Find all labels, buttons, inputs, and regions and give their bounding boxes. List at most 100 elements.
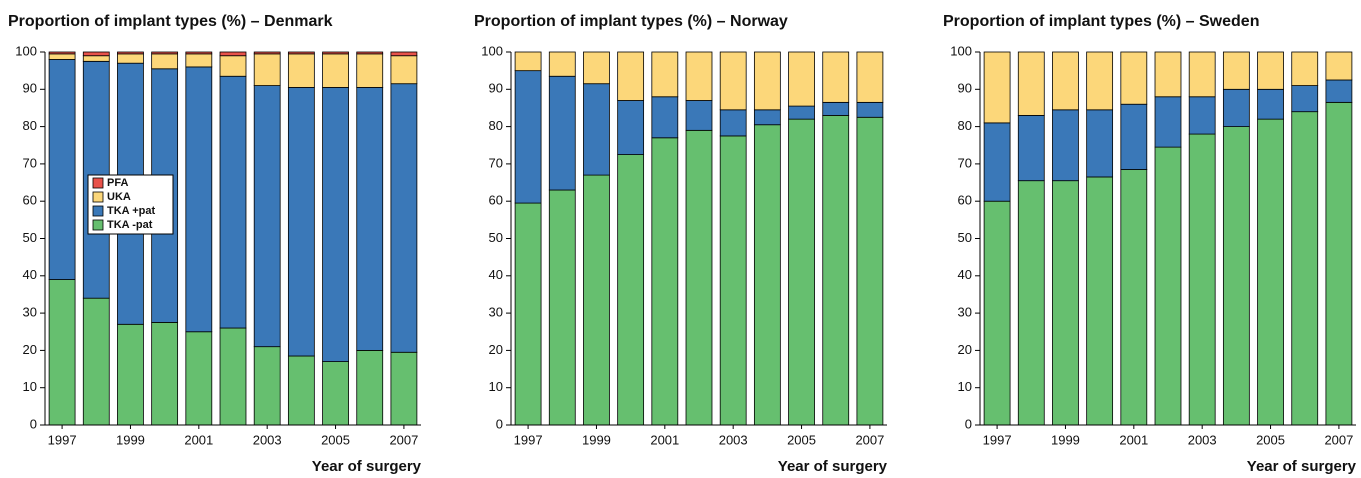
legend-label: UKA xyxy=(107,191,131,203)
x-tick-label: 2001 xyxy=(184,432,213,447)
x-tick-label: 1997 xyxy=(48,432,77,447)
y-tick-label: 90 xyxy=(958,81,972,96)
bar-segment xyxy=(1086,51,1114,111)
bar-segment xyxy=(514,51,542,72)
y-tick-label: 50 xyxy=(958,230,972,245)
bar-segment xyxy=(1120,103,1148,170)
bar-segment xyxy=(1052,51,1079,111)
bar-segment xyxy=(651,137,679,426)
bar-segment xyxy=(82,297,110,426)
x-tick-label: 2007 xyxy=(855,432,884,447)
legend-label: PFA xyxy=(107,177,128,189)
y-tick-label: 80 xyxy=(489,118,503,133)
bar-segment xyxy=(253,85,281,348)
y-tick-label: 0 xyxy=(30,416,37,431)
x-tick-label: 2001 xyxy=(1119,432,1148,447)
bar-segment xyxy=(856,51,884,103)
y-tick-label: 0 xyxy=(496,416,503,431)
bar-segment xyxy=(788,118,815,426)
bar-segment xyxy=(322,51,349,55)
bar-segment xyxy=(390,351,418,426)
bar-segment xyxy=(856,101,884,118)
x-tick-label: 2005 xyxy=(787,432,816,447)
y-tick-label: 70 xyxy=(958,155,972,170)
y-tick-label: 90 xyxy=(489,81,503,96)
bar-segment xyxy=(185,331,213,426)
bar-segment xyxy=(1325,79,1353,103)
bar-segment xyxy=(788,105,815,120)
bar-segment xyxy=(1120,51,1148,105)
bar-segment xyxy=(287,51,315,55)
bar-segment xyxy=(219,75,247,329)
y-tick-label: 70 xyxy=(489,155,503,170)
bar-segment xyxy=(185,66,213,333)
chart-title: Proportion of implant types (%) – Norway xyxy=(474,13,788,30)
y-tick-label: 20 xyxy=(958,342,972,357)
legend-swatch xyxy=(92,191,104,203)
x-tick-label: 1997 xyxy=(983,432,1012,447)
y-tick-label: 40 xyxy=(489,267,503,282)
x-tick-label: 2005 xyxy=(1256,432,1285,447)
bar-segment xyxy=(617,154,645,426)
x-tick-label: 2003 xyxy=(1188,432,1217,447)
bar-segment xyxy=(719,135,747,426)
bar-segment xyxy=(117,323,144,426)
y-tick-label: 40 xyxy=(23,267,37,282)
legend-swatch xyxy=(92,205,104,217)
bar-segment xyxy=(1188,51,1216,98)
bar-segment xyxy=(651,51,679,98)
bar-segment xyxy=(253,346,281,426)
bar-segment xyxy=(82,55,110,62)
bar-segment xyxy=(390,51,418,57)
bar-segment xyxy=(356,51,384,55)
y-tick-label: 50 xyxy=(489,230,503,245)
bar-segment xyxy=(753,124,781,426)
y-tick-label: 40 xyxy=(958,267,972,282)
bar-segment xyxy=(1257,51,1284,90)
x-tick-label: 2007 xyxy=(389,432,418,447)
bar-segment xyxy=(983,200,1011,426)
bar-segment xyxy=(48,59,76,280)
bar-segment xyxy=(1086,109,1114,178)
bar-segment xyxy=(48,279,76,426)
bar-segment xyxy=(617,51,645,101)
bar-segment xyxy=(1086,176,1114,426)
x-tick-label: 2007 xyxy=(1324,432,1353,447)
y-tick-label: 10 xyxy=(958,379,972,394)
x-tick-label: 1997 xyxy=(514,432,543,447)
bar-segment xyxy=(514,70,542,204)
bar-segment xyxy=(1257,88,1284,120)
y-tick-label: 60 xyxy=(489,193,503,208)
y-tick-label: 100 xyxy=(481,43,503,58)
bar-segment xyxy=(151,51,179,55)
bar-segment xyxy=(253,51,281,55)
bar-segment xyxy=(719,109,747,137)
bar-segment xyxy=(983,122,1011,202)
bar-segment xyxy=(322,361,349,426)
bar-segment xyxy=(1017,115,1045,182)
bar-segment xyxy=(253,53,281,86)
bar-segment xyxy=(1188,96,1216,135)
y-tick-label: 30 xyxy=(489,305,503,320)
x-tick-label: 2003 xyxy=(719,432,748,447)
bar-segment xyxy=(685,51,713,101)
bar-segment xyxy=(753,51,781,111)
bar-segment xyxy=(617,100,645,155)
y-tick-label: 50 xyxy=(23,230,37,245)
bar-segment xyxy=(788,51,815,107)
bar-segment xyxy=(219,51,247,57)
y-tick-label: 60 xyxy=(958,193,972,208)
chart-title: Proportion of implant types (%) – Sweden xyxy=(943,13,1259,30)
bar-segment xyxy=(856,116,884,426)
bar-segment xyxy=(1052,180,1079,426)
bar-segment xyxy=(185,51,213,55)
bar-segment xyxy=(685,129,713,426)
x-axis-label: Year of surgery xyxy=(312,458,422,475)
x-tick-label: 1999 xyxy=(116,432,145,447)
legend-label: TKA +pat xyxy=(107,205,156,217)
legend-swatch xyxy=(92,177,104,189)
bar-segment xyxy=(1222,88,1250,128)
bar-segment xyxy=(322,53,349,88)
bar-segment xyxy=(356,53,384,88)
bar-segment xyxy=(185,53,213,68)
